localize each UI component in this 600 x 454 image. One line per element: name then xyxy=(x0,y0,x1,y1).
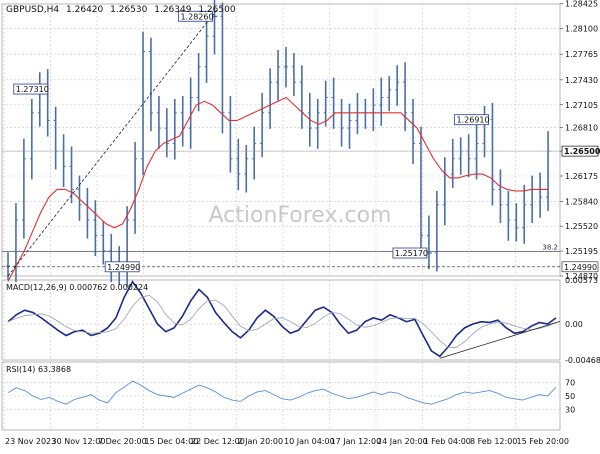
x-tick-label: 22 Dec 12:00 xyxy=(191,437,245,446)
price-tick-label: 1.24870 xyxy=(565,272,598,281)
rsi-line xyxy=(7,380,557,405)
fib-level-label: 38.2 xyxy=(542,243,558,251)
x-tick-label: 23 Nov 2023 xyxy=(5,437,56,446)
current-price-label: 1.26500 xyxy=(564,147,600,156)
x-tick-label: 10 Jan 04:00 xyxy=(284,437,335,446)
x-tick-label: 1 Feb 04:00 xyxy=(424,437,471,446)
moving-average-line xyxy=(7,96,549,282)
x-tick-label: 17 Jan 12:00 xyxy=(331,437,382,446)
macd-title: MACD(12,26,9) 0.000762 0.000224 xyxy=(6,283,148,292)
x-tick-label: 15 Dec 04:00 xyxy=(145,437,199,446)
x-tick-label: 24 Jan 20:00 xyxy=(377,437,428,446)
x-tick-label: 7 Dec 20:00 xyxy=(98,437,147,446)
price-annotation-label: 1.26910 xyxy=(457,116,490,125)
price-tick-label: 1.25840 xyxy=(565,198,598,207)
price-tick-label: 1.25520 xyxy=(565,222,598,231)
low-value: 1.26349 xyxy=(154,5,191,15)
price-annotation-box xyxy=(104,261,140,273)
watermark: ActionForex.com xyxy=(209,203,392,228)
price-annotation-box xyxy=(178,10,213,22)
price-tick-label: 1.28100 xyxy=(565,25,598,34)
x-tick-label: 15 Feb 20:00 xyxy=(517,437,569,446)
rsi-tick-label: 50 xyxy=(565,392,575,401)
current-price-box xyxy=(561,145,599,157)
price-annotation-label: 1.24990 xyxy=(107,263,140,272)
trendline xyxy=(7,10,217,277)
price-annotation-box xyxy=(454,114,489,126)
macd-panel xyxy=(7,280,561,359)
price-tick-label: 1.27105 xyxy=(565,101,598,110)
price-tick-label: 1.25195 xyxy=(565,247,598,256)
symbol-label: GBPUSD,H4 xyxy=(6,5,59,15)
x-tick-label: 8 Feb 12:00 xyxy=(470,437,517,446)
rsi-tick-label: 30 xyxy=(565,406,575,415)
x-tick-label: 30 Nov 12:00 xyxy=(52,437,106,446)
rsi-tick-label: 70 xyxy=(565,378,575,387)
macd-signal-line xyxy=(7,294,557,348)
price-annotation-box xyxy=(392,247,428,259)
macd-trendline xyxy=(439,320,561,359)
high-value: 1.26530 xyxy=(110,5,147,15)
rsi-panel xyxy=(7,380,557,405)
panel-frame xyxy=(1,279,561,361)
macd-tick-label: -0.004685 xyxy=(565,356,600,365)
chart-header: GBPUSD,H4 1.26420 1.26530 1.26349 1.2650… xyxy=(6,5,236,15)
open-value: 1.26420 xyxy=(66,5,103,15)
price-panel: 38.2 1.28260 1.27310 1.26910 1.25170 1.24990 xyxy=(2,0,560,288)
price-tick-label: 1.26810 xyxy=(565,123,598,132)
rsi-title: RSI(14) 63.3868 xyxy=(6,365,71,374)
price-tick-label: 1.27430 xyxy=(565,76,598,85)
close-value: 1.26500 xyxy=(198,5,235,15)
price-annotation-label: 1.27310 xyxy=(16,85,49,94)
price-annotation-label: 1.28260 xyxy=(180,12,213,21)
price-tick-label: 1.26175 xyxy=(565,172,598,181)
price-tick-label: 1.28425 xyxy=(565,0,598,9)
price-tick-label: 1.27765 xyxy=(565,50,598,59)
macd-tick-label: 0.00573 xyxy=(565,276,598,285)
macd-line xyxy=(7,280,557,358)
x-tick-label: 2 Jan 20:00 xyxy=(238,437,284,446)
support-price-box xyxy=(561,261,599,273)
panel-frame xyxy=(1,3,561,277)
price-annotation-box xyxy=(13,83,49,95)
price-annotation-label: 1.25170 xyxy=(395,249,428,258)
support-price-label: 1.24990 xyxy=(564,263,597,272)
macd-tick-label: 0.00 xyxy=(565,320,583,329)
